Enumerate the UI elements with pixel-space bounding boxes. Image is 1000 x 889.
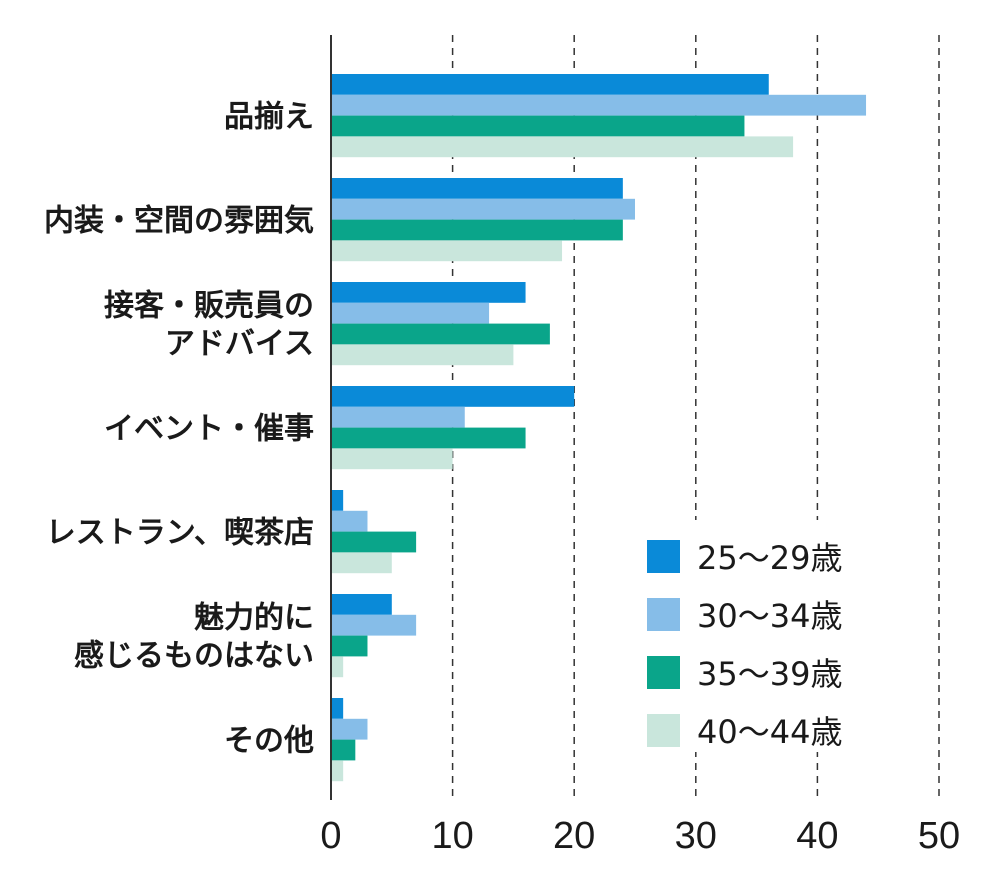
- bar-2-series-4: [331, 240, 563, 262]
- tick-labels: 0 10 20 30 40 50: [320, 815, 960, 857]
- bar-1-series-4: [331, 136, 794, 158]
- legend-swatch-2: [647, 598, 680, 631]
- x-tick-label-50: 50: [918, 815, 960, 857]
- legend-swatch-4: [647, 714, 680, 747]
- x-tick-label-20: 20: [553, 815, 595, 857]
- category-label: 魅力的に: [194, 601, 314, 636]
- bar-4-series-2: [331, 406, 465, 428]
- bar-6-series-2: [331, 614, 417, 636]
- category-label: アドバイス: [165, 327, 314, 362]
- category-label: その他: [224, 724, 314, 759]
- bar-1-series-2: [331, 94, 867, 116]
- bar-2-series-1: [331, 178, 623, 199]
- bar-2-series-2: [331, 198, 635, 220]
- legend-label-3: 35〜39歳: [697, 655, 842, 693]
- bar-7-series-2: [331, 718, 368, 740]
- legend: 25〜29歳 30〜34歳 35〜39歳 40〜44歳: [640, 520, 902, 752]
- bars-layer: [331, 74, 867, 782]
- category-label: レストラン、喫茶店: [46, 516, 314, 551]
- legend-swatch-3: [647, 656, 680, 689]
- legend-label-1: 25〜29歳: [697, 539, 842, 577]
- bar-3-series-1: [331, 282, 526, 303]
- bar-5-series-4: [331, 552, 392, 574]
- x-tick-label-10: 10: [431, 815, 473, 857]
- bar-5-series-3: [331, 531, 417, 553]
- category-labels: 品揃え内装・空間の雰囲気接客・販売員のアドバイスイベント・催事レストラン、喫茶店…: [44, 100, 314, 759]
- category-label: 感じるものはない: [74, 639, 314, 674]
- bar-7-series-1: [331, 698, 344, 719]
- legend-background: [640, 520, 902, 752]
- bar-1-series-3: [331, 115, 745, 137]
- x-tick-label-30: 30: [675, 815, 717, 857]
- bar-6-series-3: [331, 635, 368, 657]
- legend-label-4: 40〜44歳: [697, 713, 842, 751]
- bar-1-series-1: [331, 74, 769, 95]
- category-label: イベント・催事: [104, 412, 314, 447]
- category-label: 内装・空間の雰囲気: [44, 204, 314, 239]
- category-label: 接客・販売員の: [104, 289, 314, 324]
- bar-6-series-1: [331, 594, 392, 615]
- bar-3-series-2: [331, 302, 490, 324]
- bar-5-series-2: [331, 510, 368, 532]
- bar-2-series-3: [331, 219, 623, 241]
- bar-7-series-4: [331, 760, 344, 782]
- category-label: 品揃え: [224, 100, 314, 135]
- bar-4-series-1: [331, 386, 575, 407]
- bar-5-series-1: [331, 490, 344, 511]
- bar-3-series-4: [331, 344, 514, 366]
- bar-7-series-3: [331, 739, 356, 761]
- bar-3-series-3: [331, 323, 550, 345]
- x-tick-label-0: 0: [320, 815, 341, 857]
- bar-4-series-4: [331, 448, 453, 470]
- bar-6-series-4: [331, 656, 344, 678]
- x-tick-label-40: 40: [796, 815, 838, 857]
- legend-label-2: 30〜34歳: [697, 597, 842, 635]
- bar-4-series-3: [331, 427, 526, 449]
- legend-swatch-1: [647, 540, 680, 573]
